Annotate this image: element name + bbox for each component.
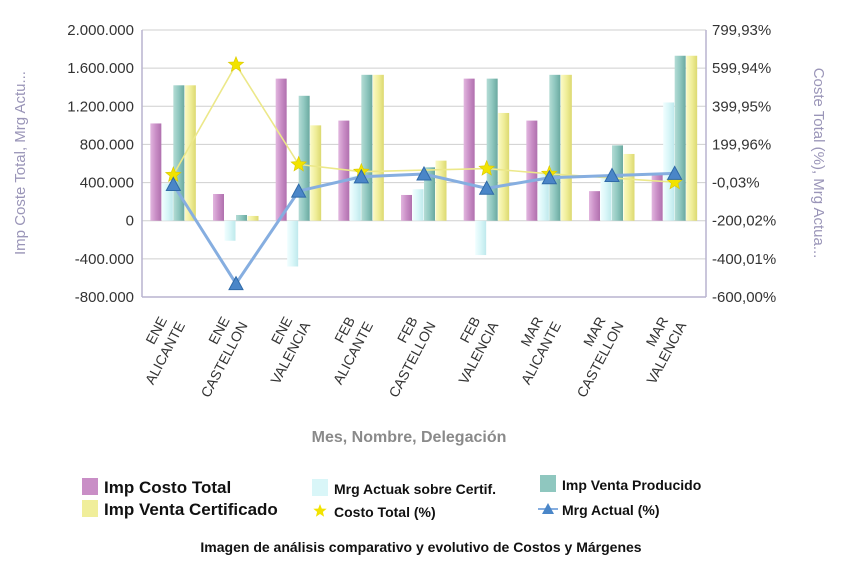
bar	[600, 174, 612, 221]
bar	[224, 220, 236, 241]
bar	[275, 78, 287, 221]
bar	[589, 191, 600, 221]
star-marker	[290, 155, 308, 172]
bar	[486, 78, 498, 221]
right-tick-label: 399,95%	[712, 98, 771, 115]
bar	[184, 85, 196, 221]
right-tick-label: -200,02%	[712, 213, 776, 230]
right-tick-label: 199,96%	[712, 136, 771, 153]
bar	[310, 125, 322, 221]
right-tick-label: -400,01%	[712, 251, 776, 268]
legend-star-marker	[313, 504, 327, 517]
legend-label: Imp Costo Total	[104, 478, 231, 497]
bar	[686, 55, 698, 221]
left-tick-label: 800.000	[80, 136, 134, 153]
right-tick-label: -600,00%	[712, 289, 776, 306]
bar	[560, 74, 572, 221]
bar	[247, 215, 259, 221]
triangle-marker	[416, 165, 432, 181]
bar	[372, 74, 384, 221]
left-tick-label: -400.000	[75, 251, 134, 268]
bar	[674, 55, 686, 221]
bar	[424, 167, 435, 221]
bar	[150, 123, 162, 221]
triangle-marker	[666, 165, 683, 180]
legend-label: Mrg Actuak sobre Certif.	[334, 481, 496, 497]
bar	[651, 174, 663, 221]
y-axis-title-right: Coste Total (%), Mrg Actua...	[810, 68, 827, 259]
bar	[236, 214, 247, 221]
triangle-marker	[290, 183, 307, 198]
bar	[498, 112, 510, 221]
left-tick-label: 0	[126, 213, 134, 230]
right-tick-label: 799,93%	[712, 22, 771, 39]
bar	[549, 74, 561, 221]
bar	[298, 95, 310, 221]
bar	[612, 145, 623, 221]
legend-swatch	[312, 479, 328, 496]
legend-label: Imp Venta Producido	[562, 477, 701, 493]
left-tick-label: 2.000.000	[67, 22, 134, 39]
series-line	[172, 63, 675, 183]
bar	[161, 183, 173, 221]
right-tick-label: -0,03%	[712, 175, 760, 192]
bar	[475, 220, 487, 256]
x-axis-title: Mes, Nombre, Delegación	[312, 429, 507, 446]
bars	[150, 55, 698, 267]
bar	[287, 220, 299, 267]
triangle-marker	[478, 180, 495, 195]
star-marker	[227, 55, 245, 72]
axis-ticks: 2.000.000 799,93% 1.600.000 599,94% 1.200.00…	[67, 22, 776, 306]
bar	[213, 194, 224, 221]
legend-swatch	[82, 500, 98, 517]
legend-swatch	[82, 478, 98, 495]
legend: Imp Costo Total Imp Venta Certificado Mrg …	[82, 475, 701, 520]
bar	[361, 74, 373, 221]
triangle-marker	[604, 167, 620, 183]
left-tick-label: 400.000	[80, 175, 134, 192]
bar	[401, 194, 412, 221]
bar	[435, 160, 447, 221]
left-tick-label: 1.600.000	[67, 60, 134, 77]
bar	[526, 120, 538, 221]
y-axis-title-left: Imp Coste Total, Mrg Actu...	[12, 71, 29, 255]
bar	[173, 85, 185, 221]
triangle-marker	[541, 169, 558, 185]
legend-swatch	[540, 475, 556, 492]
legend-label: Costo Total (%)	[334, 504, 436, 520]
bar	[349, 175, 361, 221]
right-tick-label: 599,94%	[712, 60, 771, 77]
bar	[537, 173, 549, 221]
left-tick-label: -800.000	[75, 289, 134, 306]
bar	[412, 189, 424, 221]
bar	[463, 78, 475, 221]
bar	[623, 153, 635, 221]
star-marker	[478, 159, 496, 176]
legend-triangle-marker	[542, 503, 554, 514]
legend-label: Mrg Actual (%)	[562, 502, 659, 518]
chart-caption: Imagen de análisis comparativo y evoluti…	[200, 539, 641, 555]
triangle-marker	[165, 176, 182, 191]
line-series	[164, 55, 684, 291]
legend-label: Imp Venta Certificado	[104, 500, 278, 519]
triangle-marker	[353, 168, 370, 184]
bar	[338, 120, 350, 221]
bar	[663, 102, 675, 221]
left-tick-label: 1.200.000	[67, 98, 134, 115]
triangle-marker	[228, 275, 244, 291]
